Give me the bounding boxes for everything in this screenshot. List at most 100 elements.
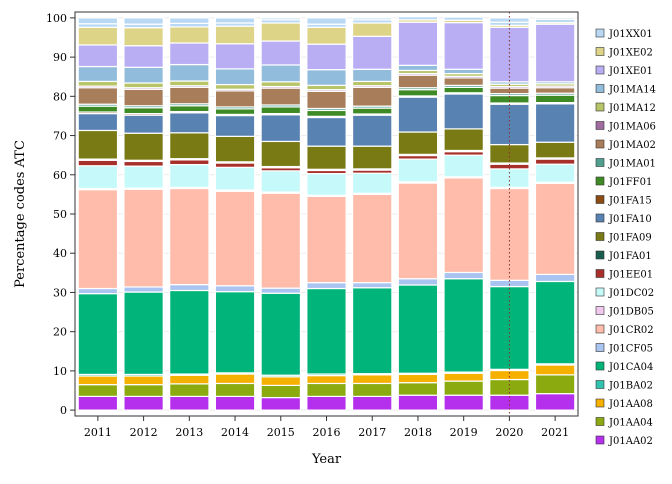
bar-stack-2011	[77, 17, 119, 411]
bar-segment-J01CF05	[77, 287, 119, 295]
legend-label: J01FA09	[608, 233, 652, 244]
bar-segment-J01CR02	[397, 182, 439, 280]
y-tick-label: 40	[53, 247, 67, 260]
bar-segment-J01FA09	[351, 145, 393, 170]
bar-segment-J01CR02	[489, 187, 530, 281]
y-tick-label: 50	[53, 208, 67, 221]
bar-segment-J01CR02	[77, 189, 119, 290]
bar-segment-J01AA08	[169, 374, 210, 385]
legend-label: J01DB05	[608, 307, 654, 318]
bar-segment-J01XX01	[443, 16, 484, 21]
legend-label: J01MA12	[608, 103, 656, 114]
bar-segment-J01AA04	[534, 374, 576, 395]
legend-item-J01FA01: J01FA01	[595, 250, 652, 262]
legend-label: J01FA10	[608, 214, 652, 225]
bar-segment-J01CF05	[306, 282, 347, 290]
bar-segment-J01MA02	[77, 87, 119, 105]
bar-segment-J01CF05	[123, 286, 164, 293]
legend-swatch	[595, 121, 605, 130]
x-axis-title: Year	[311, 452, 342, 467]
legend-label: J01FA15	[608, 196, 652, 207]
legend-swatch	[595, 306, 605, 315]
bar-segment-J01DC02	[214, 166, 256, 191]
bar-segment-J01AA08	[260, 376, 302, 387]
bar-segment-J01CF05	[397, 278, 439, 286]
bar-segment-J01MA14	[260, 64, 302, 83]
bar-segment-J01MA12	[260, 81, 302, 88]
bar-segment-J01AA08	[77, 375, 119, 386]
legend-item-J01MA02: J01MA02	[595, 139, 656, 151]
bar-segment-J01CA04	[214, 291, 256, 374]
legend-label: J01CF05	[608, 344, 653, 355]
legend-label: J01CR02	[608, 325, 654, 336]
legend-swatch	[595, 435, 605, 445]
bar-segment-J01FF01	[306, 109, 347, 117]
bar-segment-J01EE01	[123, 160, 164, 167]
bar-segment-J01XE01	[169, 42, 210, 66]
bar-segment-J01CR02	[351, 193, 393, 284]
bar-segment-J01AA04	[77, 384, 119, 397]
bar-segment-J01FF01	[169, 105, 210, 113]
bar-segment-J01EE01	[214, 162, 256, 168]
legend-item-J01XE02: J01XE02	[595, 47, 653, 59]
bar-segment-J01FA10	[123, 114, 164, 134]
x-tick-label: 2014	[221, 426, 249, 439]
legend-swatch	[595, 84, 605, 93]
bar-segment-J01DC02	[123, 165, 164, 189]
legend-swatch	[595, 398, 605, 408]
bar-segment-J01CR02	[214, 190, 256, 287]
bar-segment-J01AA04	[443, 380, 484, 396]
bar-stack-2016	[306, 17, 347, 411]
bar-segment-J01XE01	[306, 43, 347, 71]
bar-segment-J01XE01	[443, 21, 484, 70]
bar-segment-J01AA08	[443, 372, 484, 382]
bar-segment-J01CR02	[306, 195, 347, 284]
y-tick-label: 10	[53, 365, 67, 378]
legend-swatch	[595, 324, 605, 334]
bar-segment-J01FA09	[260, 140, 302, 168]
bar-segment-J01CA04	[123, 291, 164, 376]
bar-segment-J01FF01	[77, 105, 119, 113]
bar-segment-J01AA02	[306, 395, 347, 411]
bar-stack-2015	[260, 17, 302, 411]
legend-label: J01CA04	[608, 362, 653, 373]
legend-item-J01AA02: J01AA02	[595, 435, 653, 447]
x-tick-label: 2020	[495, 426, 523, 439]
bar-segment-J01XE02	[123, 27, 164, 47]
bar-segment-J01FA10	[351, 114, 393, 147]
bar-segment-J01DC02	[534, 163, 576, 183]
bar-segment-J01MA14	[77, 65, 119, 83]
y-tick-label: 30	[53, 286, 67, 299]
y-tick-label: 80	[53, 90, 67, 103]
legend-item-J01DC02: J01DC02	[595, 287, 654, 299]
bar-segment-J01XE01	[351, 35, 393, 70]
bar-segment-J01CF05	[351, 282, 393, 289]
bar-segment-J01AA02	[169, 395, 210, 411]
bar-segment-J01AA04	[351, 382, 393, 397]
legend-label: J01EE01	[608, 270, 653, 281]
bar-segment-J01XE01	[489, 26, 530, 83]
bar-segment-J01FF01	[351, 107, 393, 115]
bar-segment-J01FA10	[169, 112, 210, 134]
bar-segment-J01AA08	[489, 369, 530, 381]
legend-item-J01DB05: J01DB05	[595, 306, 654, 318]
bar-segment-J01FF01	[123, 107, 164, 115]
bar-segment-J01DC02	[443, 154, 484, 178]
y-tick-label: 70	[53, 130, 67, 143]
legend-item-J01MA12: J01MA12	[595, 102, 656, 114]
bar-segment-J01CA04	[260, 292, 302, 376]
bar-segment-J01CF05	[260, 287, 302, 294]
bar-segment-J01CA04	[397, 284, 439, 374]
bar-segment-J01FA09	[443, 128, 484, 152]
bar-segment-J01CA04	[534, 280, 576, 365]
legend-swatch	[595, 213, 605, 223]
bar-segment-J01FF01	[397, 89, 439, 97]
bar-segment-J01MA14	[214, 68, 256, 86]
bar-segment-J01CA04	[77, 293, 119, 376]
legend-swatch	[595, 269, 605, 278]
y-axis: 0 10 20 30 40 50 60 70 80 90 100	[46, 12, 75, 417]
bar-segment-J01CR02	[169, 187, 210, 286]
legend-swatch	[595, 176, 605, 186]
legend-item-J01FA10: J01FA10	[595, 213, 652, 225]
